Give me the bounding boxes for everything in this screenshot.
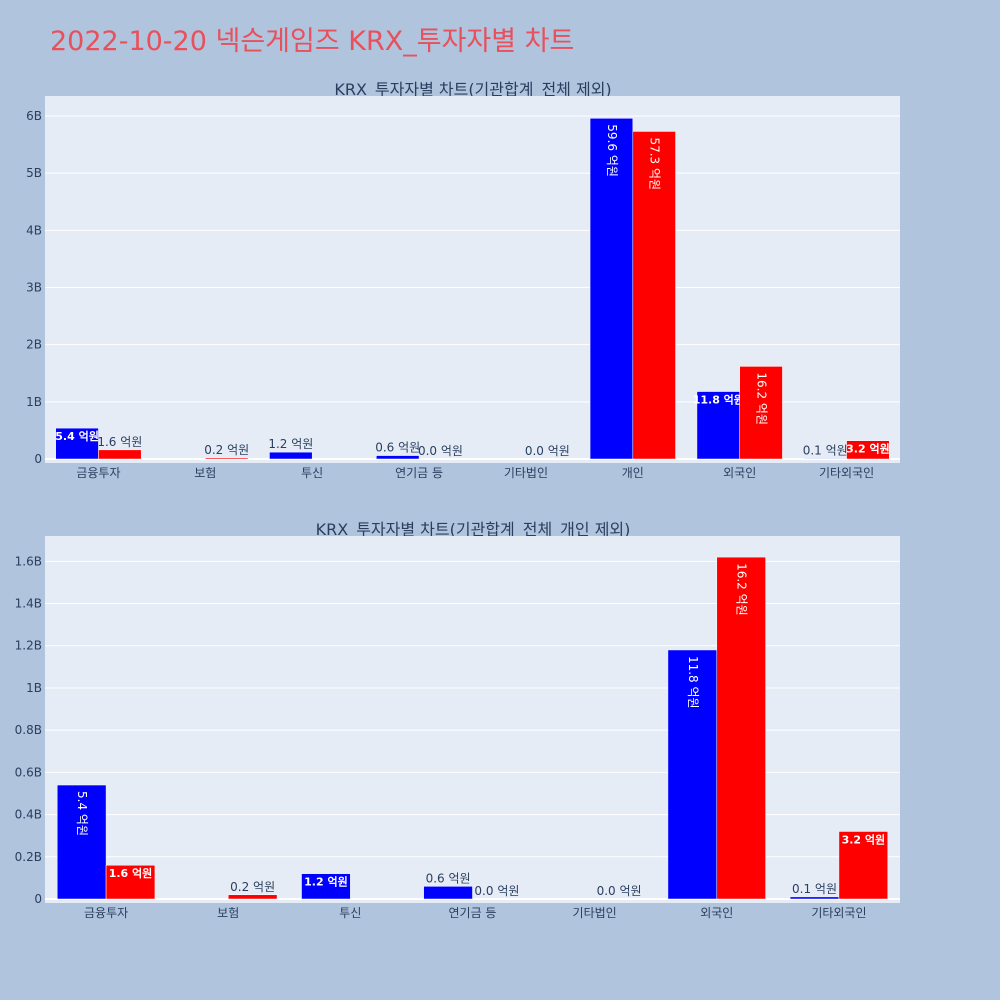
bar bbox=[205, 457, 249, 460]
bar bbox=[789, 896, 840, 900]
data-label: 1.2 억원 bbox=[304, 875, 348, 889]
data-label: 0.6 억원 bbox=[426, 871, 471, 885]
data-label: 16.2 억원 bbox=[755, 372, 769, 425]
y-tick-label: 0.8B bbox=[15, 723, 42, 737]
x-tick-label: 개인 bbox=[622, 466, 644, 480]
x-tick-label: 연기금 등 bbox=[449, 906, 497, 920]
data-label: 16.2 억원 bbox=[735, 563, 749, 616]
bar bbox=[423, 886, 473, 900]
x-tick-label: 금융투자 bbox=[76, 466, 120, 480]
data-label: 3.2 억원 bbox=[842, 832, 886, 846]
y-tick-label: 1.6B bbox=[15, 554, 42, 568]
bar bbox=[716, 556, 766, 900]
x-tick-label: 연기금 등 bbox=[395, 466, 443, 480]
y-tick-label: 5B bbox=[26, 166, 42, 180]
x-tick-label: 금융투자 bbox=[84, 906, 128, 920]
data-label: 0.6 억원 bbox=[375, 441, 420, 455]
bar bbox=[376, 455, 420, 460]
data-label: 1.2 억원 bbox=[268, 437, 313, 451]
y-tick-label: 4B bbox=[26, 223, 42, 237]
x-tick-label: 보험 bbox=[217, 906, 239, 920]
bar bbox=[269, 451, 313, 460]
data-label: 57.3 억원 bbox=[648, 137, 662, 190]
y-tick-label: 0 bbox=[34, 892, 42, 906]
bar bbox=[55, 427, 99, 460]
x-tick-label: 투신 bbox=[339, 906, 361, 920]
y-tick-label: 0.4B bbox=[15, 808, 42, 822]
data-label: 11.8 억원 bbox=[686, 656, 700, 709]
y-tick-label: 6B bbox=[26, 109, 42, 123]
data-label: 1.6 억원 bbox=[109, 866, 153, 880]
bar bbox=[838, 831, 889, 900]
data-label: 0.0 억원 bbox=[525, 444, 570, 458]
chart-top: KRX_투자자별 차트(기관합계_전체 제외) 0 1B 2B 3B 4B 5B 6B 금융투… bbox=[26, 80, 900, 480]
bar bbox=[696, 391, 740, 460]
y-tick-label: 0 bbox=[34, 452, 42, 466]
chart-title: KRX_투자자별 차트(기관합계_전체_개인 제외) bbox=[316, 520, 631, 540]
y-tick-label: 2B bbox=[26, 338, 42, 352]
y-tick-label: 0.2B bbox=[15, 850, 42, 864]
data-label: 0.1 억원 bbox=[803, 443, 848, 457]
data-label: 0.2 억원 bbox=[204, 443, 249, 457]
bar bbox=[589, 118, 634, 460]
bar bbox=[632, 131, 676, 460]
data-label: 0.2 억원 bbox=[230, 880, 275, 894]
y-tick-label: 1.2B bbox=[15, 639, 42, 653]
x-tick-label: 외국인 bbox=[700, 906, 733, 920]
data-label: 11.8 억원 bbox=[693, 393, 744, 407]
bar bbox=[227, 894, 278, 900]
bar bbox=[56, 784, 107, 900]
x-tick-label: 투신 bbox=[301, 466, 323, 480]
page-title: 2022-10-20 넥슨게임즈 KRX_투자자별 차트 bbox=[50, 26, 574, 57]
data-label: 0.0 억원 bbox=[597, 884, 642, 898]
y-tick-label: 1B bbox=[26, 395, 42, 409]
bar bbox=[301, 873, 351, 900]
x-tick-label: 기타외국인 bbox=[819, 466, 874, 480]
data-label: 0.1 억원 bbox=[792, 882, 837, 896]
data-label: 0.0 억원 bbox=[418, 444, 463, 458]
bar bbox=[105, 864, 156, 900]
y-tick-label: 3B bbox=[26, 281, 42, 295]
bar bbox=[739, 366, 783, 460]
chart-title: KRX_투자자별 차트(기관합계_전체 제외) bbox=[334, 80, 611, 100]
chart-bottom: KRX_투자자별 차트(기관합계_전체_개인 제외) 0 0.2B 0.4B 0.6B… bbox=[15, 520, 900, 920]
bar bbox=[846, 440, 890, 460]
bar bbox=[667, 649, 718, 900]
y-tick-label: 1B bbox=[26, 681, 42, 695]
y-tick-label: 0.6B bbox=[15, 765, 42, 779]
plot-area bbox=[45, 536, 900, 903]
y-tick-label: 1.4B bbox=[15, 597, 42, 611]
x-tick-label: 외국인 bbox=[723, 466, 756, 480]
x-tick-label: 기타법인 bbox=[573, 906, 617, 920]
data-label: 1.6 억원 bbox=[97, 435, 142, 449]
x-tick-label: 기타법인 bbox=[504, 466, 548, 480]
bar bbox=[98, 449, 142, 460]
data-label: 59.6 억원 bbox=[605, 124, 619, 177]
bar bbox=[803, 458, 847, 460]
data-label: 5.4 억원 bbox=[75, 791, 89, 836]
data-label: 0.0 억원 bbox=[474, 884, 519, 898]
data-label: 5.4 억원 bbox=[55, 429, 99, 443]
x-tick-label: 기타외국인 bbox=[811, 906, 866, 920]
x-tick-label: 보험 bbox=[194, 466, 216, 480]
data-label: 3.2 억원 bbox=[846, 442, 890, 456]
